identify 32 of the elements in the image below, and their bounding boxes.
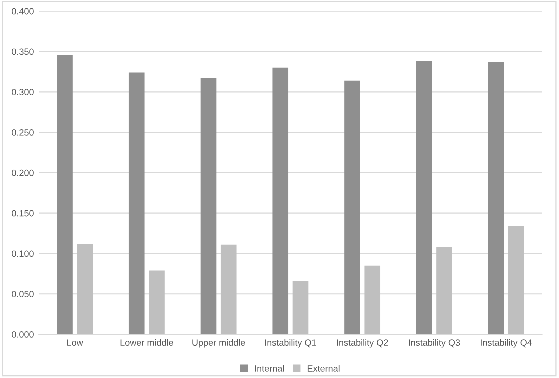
y-tick-label: 0.050 xyxy=(12,291,34,298)
bar xyxy=(436,247,452,335)
x-tick-label: Instability Q4 xyxy=(481,339,532,348)
bar xyxy=(77,244,94,335)
bar xyxy=(200,78,217,335)
bar xyxy=(220,244,237,335)
y-tick-label: 0.250 xyxy=(12,130,34,136)
bar xyxy=(488,62,504,335)
bar xyxy=(508,226,524,335)
legend-label: Internal xyxy=(255,365,284,372)
x-tick-label: Low xyxy=(68,340,84,346)
x-tick-label: Lower middle xyxy=(120,339,174,346)
y-tick-label: 0.300 xyxy=(12,89,34,96)
x-tick-label: Upper middle xyxy=(192,339,246,348)
y-tick-label: 0.400 xyxy=(12,8,34,15)
bar xyxy=(416,61,432,335)
y-tick-label: 0.350 xyxy=(12,48,34,56)
x-tick-label: Instability Q1 xyxy=(265,339,316,348)
y-tick-label: 0.000 xyxy=(12,331,34,338)
bar xyxy=(364,266,381,335)
bar xyxy=(344,80,360,335)
bar xyxy=(272,68,289,335)
x-tick-label: Instability Q2 xyxy=(337,339,388,348)
bar xyxy=(149,270,165,335)
bar xyxy=(292,281,309,335)
y-tick-label: 0.150 xyxy=(12,210,34,217)
x-tick-label: Instability Q3 xyxy=(409,339,460,348)
bar xyxy=(57,54,73,335)
y-tick-label: 0.200 xyxy=(12,170,34,176)
y-tick-label: 0.100 xyxy=(12,250,34,258)
legend-label: External xyxy=(308,365,340,372)
bar xyxy=(128,72,145,335)
